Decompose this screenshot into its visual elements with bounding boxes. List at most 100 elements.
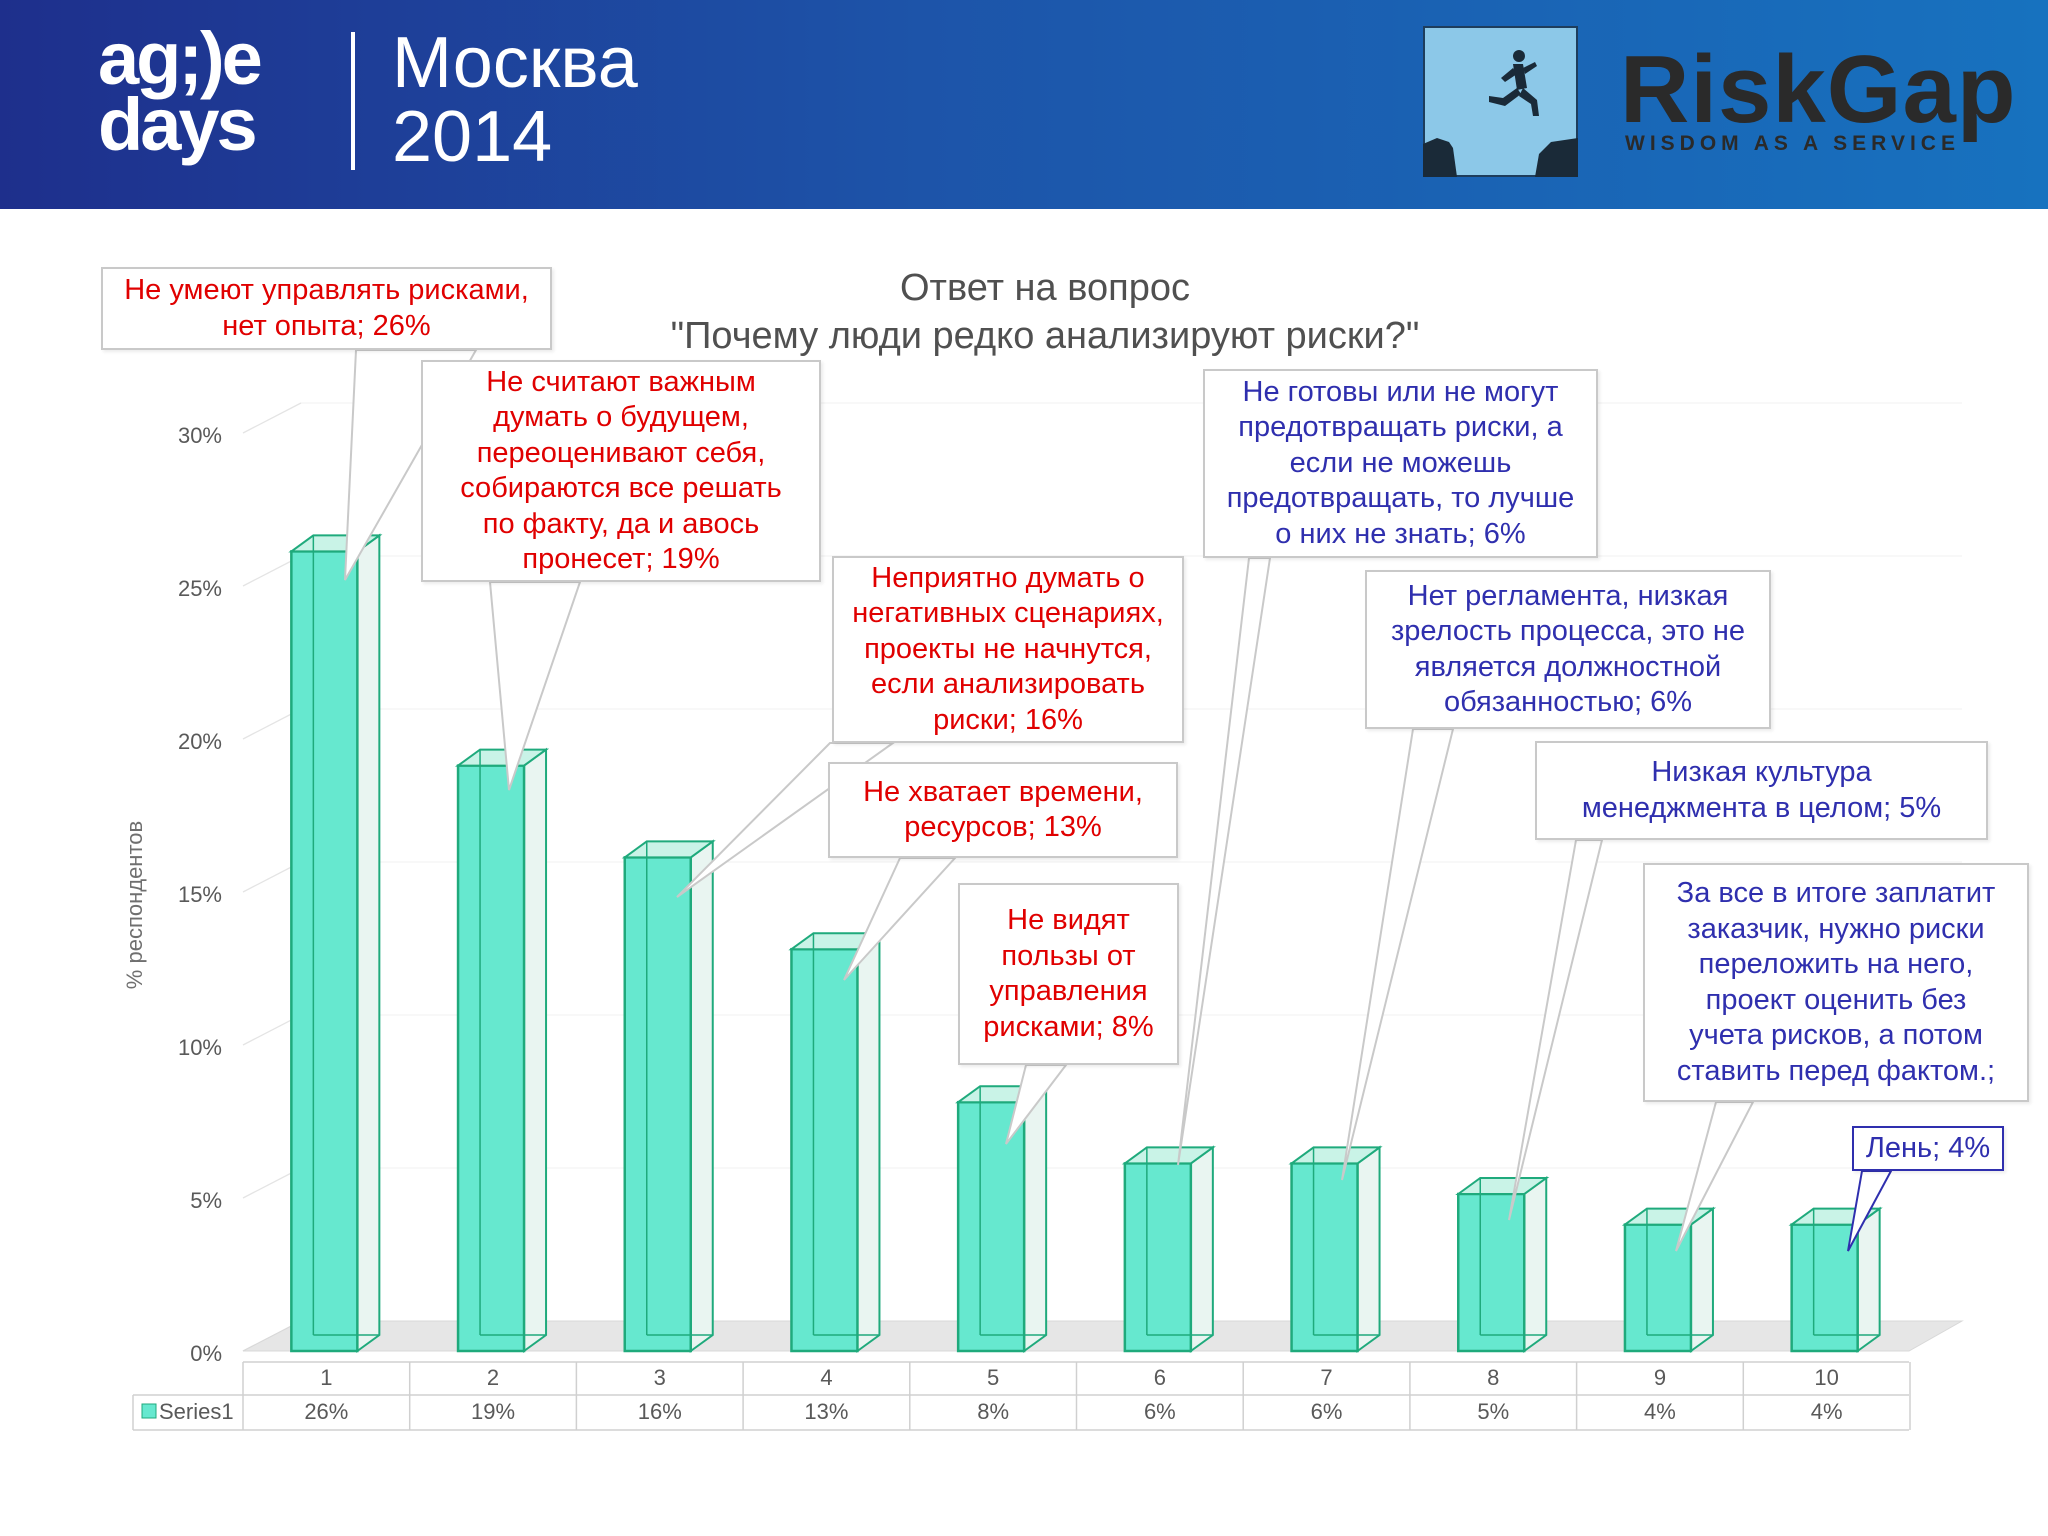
event-city: Москва <box>392 23 638 103</box>
annotation-line: негативных сценариях, <box>852 597 1164 630</box>
bar-5 <box>955 1084 1050 1353</box>
annotation-line: собираются все решать <box>460 472 782 504</box>
annotation-line: проекты не начнутся, <box>864 632 1152 665</box>
x-tick-label: 7 <box>1320 1365 1332 1390</box>
callout-pointer <box>1508 839 1604 1221</box>
data-label: 6% <box>1144 1399 1176 1424</box>
y-tick-label: 0% <box>190 1341 222 1366</box>
bar-9 <box>1621 1206 1717 1353</box>
annotation-1: Не умеют управлять рисками, нет опыта; 26… <box>101 267 552 350</box>
x-tick-label: 5 <box>987 1365 999 1390</box>
annotation-line: переложить на него, <box>1698 948 1974 980</box>
annotation-text: Не видят пользы от управления рисками; 8% <box>983 903 1153 1045</box>
annotation-line: зрелость процесса, это не <box>1391 615 1745 647</box>
annotation-line: управления <box>989 975 1148 1007</box>
callout-pointer <box>1341 728 1455 1181</box>
x-tick-label: 9 <box>1654 1365 1666 1390</box>
data-label: 16% <box>638 1399 682 1424</box>
annotation-10: Лень; 4% <box>1852 1126 2004 1171</box>
y-axis-label: % респондентов <box>122 821 147 989</box>
riskgap-brand-name: RiskGap <box>1620 36 2017 143</box>
annotation-text: Неприятно думать о негативных сценариях, п… <box>852 561 1164 739</box>
annotation-line: Не умеют управлять рисками, <box>124 274 529 306</box>
event-year: 2014 <box>392 97 553 177</box>
annotation-line: учета рисков, а потом <box>1689 1019 1983 1051</box>
annotation-text: Не хватает времени, ресурсов; 13% <box>863 775 1143 846</box>
logo-line-2: days <box>98 83 258 166</box>
logo-line-1: ag;)e <box>98 17 263 100</box>
bar-8 <box>1455 1176 1550 1353</box>
data-label: 4% <box>1644 1399 1676 1424</box>
annotation-text: Не умеют управлять рисками, нет опыта; 26… <box>124 273 529 344</box>
bar-3 <box>621 839 716 1353</box>
annotation-line: пронесет; 19% <box>522 543 720 575</box>
x-tick-label: 10 <box>1814 1365 1838 1390</box>
annotation-line: ставить перед фактом.; <box>1676 1054 1996 1087</box>
y-tick-label: 5% <box>190 1188 222 1213</box>
bar-7 <box>1288 1145 1383 1353</box>
annotation-line: переоценивают себя, <box>476 436 766 469</box>
callout-pointer <box>1177 557 1272 1166</box>
annotation-line: Нет регламента, низкая <box>1407 579 1729 612</box>
gridline-slant <box>242 402 302 434</box>
annotation-text: За все в итоге заплатит заказчик, нужно р… <box>1677 876 1996 1089</box>
bar-2 <box>454 747 550 1353</box>
annotation-5: Не видят пользы от управления рисками; 8% <box>958 883 1179 1065</box>
chart-title-line-2: "Почему люди редко анализируют риски?" <box>670 315 1420 357</box>
annotation-line: За все в итоге заплатит <box>1676 877 1996 909</box>
annotation-9: За все в итоге заплатит заказчик, нужно р… <box>1643 863 2029 1102</box>
annotation-2: Не считают важным думать о будущем, переоц… <box>421 360 821 582</box>
header-banner: ag;)e days Москва 2014 RiskGap WISDOM AS… <box>0 0 2048 209</box>
annotation-line: нет опыта; 26% <box>222 309 431 342</box>
x-tick-label: 1 <box>320 1365 332 1390</box>
data-label: 8% <box>977 1399 1009 1424</box>
annotation-line: проект оценить без <box>1705 983 1967 1016</box>
annotation-text: Не считают важным думать о будущем, переоц… <box>460 365 782 578</box>
annotation-line: предотвращать, то лучше <box>1226 482 1575 515</box>
bar-10 <box>1788 1206 1883 1353</box>
x-tick-label: 2 <box>487 1365 499 1390</box>
riskgap-jumper-icon <box>1423 26 1578 177</box>
agile-days-logo: ag;)e days <box>98 17 263 166</box>
data-label: 13% <box>804 1399 848 1424</box>
annotation-line: ресурсов; 13% <box>904 811 1102 843</box>
annotation-line: заказчик, нужно риски <box>1687 912 1985 945</box>
x-tick-label: 4 <box>820 1365 832 1390</box>
annotation-text: Нет регламента, низкая зрелость процесса,… <box>1391 579 1745 721</box>
callout-pointer <box>1005 1064 1069 1145</box>
annotation-7: Нет регламента, низкая зрелость процесса,… <box>1365 570 1771 729</box>
annotation-4: Не хватает времени, ресурсов; 13% <box>828 762 1178 858</box>
annotation-text: Низкая культура менеджмента в целом; 5% <box>1582 755 1941 826</box>
data-label: 19% <box>471 1399 515 1424</box>
header-divider <box>351 32 355 170</box>
chart-title-line-1: Ответ на вопрос <box>900 267 1190 309</box>
callout-pointer <box>843 857 958 981</box>
annotation-line: Лень; 4% <box>1865 1131 1991 1164</box>
annotation-3: Неприятно думать о негативных сценариях, п… <box>832 556 1184 743</box>
annotation-line: рисками; 8% <box>983 1010 1154 1043</box>
annotation-8: Низкая культура менеджмента в целом; 5% <box>1535 741 1988 840</box>
annotation-line: Не готовы или не могут <box>1242 375 1559 408</box>
annotation-line: обязанностью; 6% <box>1443 686 1693 718</box>
annotation-line: риски; 16% <box>933 703 1083 736</box>
annotation-line: по факту, да и авось <box>482 507 760 540</box>
callout-pointer <box>1675 1101 1755 1252</box>
annotation-line: менеджмента в целом; 5% <box>1581 791 1942 824</box>
x-tick-label: 8 <box>1487 1365 1499 1390</box>
callout-pointer <box>1847 1170 1893 1252</box>
annotation-6: Не готовы или не могут предотвращать риск… <box>1203 369 1598 558</box>
y-tick-label: 30% <box>178 423 222 448</box>
bar-6 <box>1121 1145 1216 1353</box>
bar-4 <box>788 931 883 1353</box>
annotation-line: Не видят <box>1007 904 1130 936</box>
y-tick-label: 25% <box>178 576 222 601</box>
annotation-line: Не считают важным <box>486 365 756 398</box>
legend-entry: Series1 <box>159 1399 234 1424</box>
callout-pointer <box>488 581 582 791</box>
y-tick-label: 15% <box>178 882 222 907</box>
annotation-line: является должностной <box>1414 650 1722 683</box>
y-tick-label: 10% <box>178 1035 222 1060</box>
y-tick-label: 20% <box>178 729 222 754</box>
x-tick-label: 6 <box>1154 1365 1166 1390</box>
